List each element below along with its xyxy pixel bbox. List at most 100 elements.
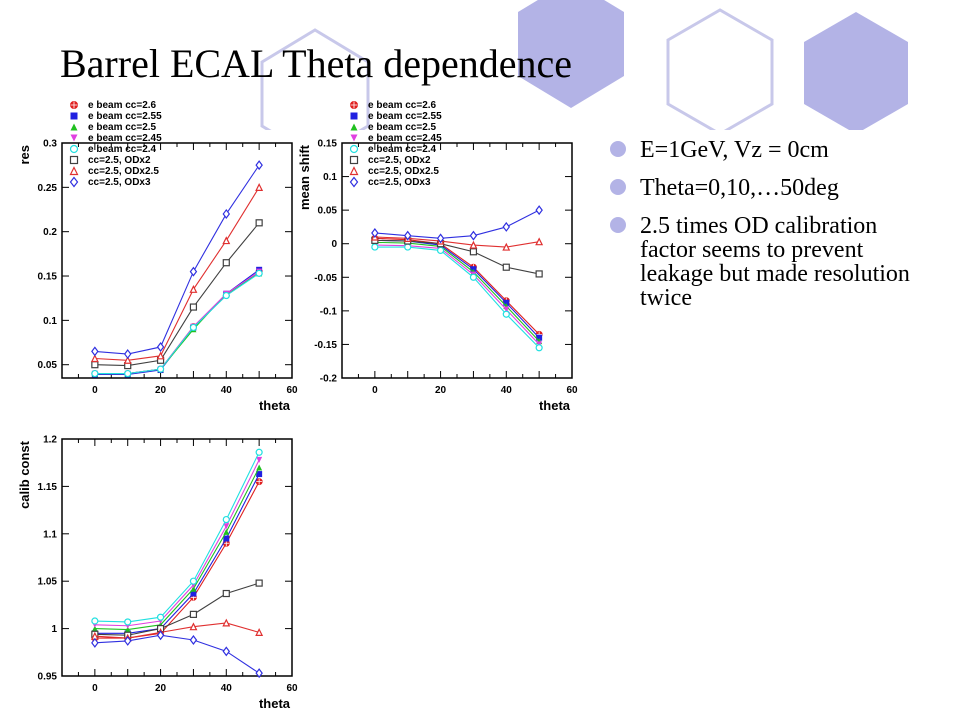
series [370,232,544,251]
y-tick-label: 0.1 [43,316,57,327]
legend-label: cc=2.5, ODx3 [368,177,431,188]
marker-circle-open [124,618,132,626]
marker-diamond-open [255,668,263,679]
marker-triangle-up [70,123,78,131]
marker-diamond-open [156,630,165,641]
x-tick-label: 60 [286,385,298,396]
series-line [374,239,540,275]
series [371,243,543,352]
hexagon-outline-2 [666,8,774,130]
y-tick-label: 0.25 [38,183,58,194]
series-line [374,244,540,345]
marker-diamond-open [91,637,99,648]
series [91,269,263,378]
y-tick-label: -0.2 [320,374,338,385]
marker-diamond-open [371,227,379,238]
y-tick-label: 1.15 [38,482,58,493]
marker-triangle-up-open [255,628,264,636]
marker-triangle-down [256,456,263,463]
marker-diamond-open [91,346,99,357]
marker-cross [350,101,358,109]
series-line [374,246,540,349]
series-line [94,272,260,375]
marker-diamond-open [349,176,359,188]
y-tick-label: 0 [331,239,337,250]
marker-circle-open [189,323,198,332]
marker-diamond-open [535,205,543,216]
marker-diamond-open [502,221,511,232]
marker-triangle-up-open [90,354,99,363]
marker-triangle-up [223,528,230,535]
series-line [374,209,540,239]
y-tick-label: 0.95 [38,672,58,683]
x-tick-label: 40 [221,683,233,694]
series [90,182,264,364]
x-axis-label: theta [539,398,571,413]
marker-triangle-up-open [469,240,478,249]
legend-label: e beam cc=2.5 [88,122,157,133]
y-axis-label: res [17,145,32,165]
series-line [374,237,540,335]
legend-label: e beam cc=2.55 [368,111,442,122]
bullet-text: Theta=0,10,…50deg [640,175,839,201]
y-tick-label: 0.3 [43,139,57,150]
series [371,205,543,244]
legend-label: cc=2.5, ODx2.5 [88,166,159,177]
bullet-item: Theta=0,10,…50deg [610,176,910,200]
marker-triangle-up [190,585,197,592]
bullet-item: E=1GeV, Vz = 0cm [610,138,910,162]
series-line [94,622,260,639]
legend-label: cc=2.5, ODx3 [88,177,151,188]
y-tick-label: -0.05 [314,273,337,284]
marker-square-open [222,259,230,267]
marker-diamond-open [123,349,132,360]
y-tick-label: 1.2 [43,435,57,446]
x-tick-label: 20 [155,385,167,396]
y-tick-label: 1 [51,624,57,635]
bullet-list: E=1GeV, Vz = 0cm Theta=0,10,…50deg 2.5 t… [610,138,910,324]
series-line [94,634,260,674]
marker-diamond-open [469,230,478,241]
marker-diamond-open [222,208,231,219]
series-line [94,452,260,623]
y-axis-label: calib const [17,440,32,509]
series [91,464,263,633]
legend-label: cc=2.5, ODx2 [368,155,431,166]
marker-diamond-open [403,230,412,241]
marker-square-open [349,155,359,165]
marker-triangle-up [350,123,358,131]
marker-square-open [502,263,510,271]
x-tick-label: 40 [501,385,513,396]
plot-frame [61,142,293,379]
y-tick-label: 1.05 [38,577,58,588]
marker-triangle-up-open [189,622,198,631]
series-line [94,459,260,627]
marker-square [70,112,78,120]
x-tick-label: 40 [221,385,233,396]
legend: e beam cc=2.6e beam cc=2.55e beam cc=2.5… [69,100,162,188]
mean-shift-chart: 0 20 40 60 -0.2 -0.15 -0.1 -0.05 0 0.05 0.1 0.15 the… [297,100,578,413]
res-chart: 0 20 40 60 0.05 0.1 0.15 0.2 0.25 0.3 theta res e be… [17,100,298,413]
marker-diamond-open [189,634,198,645]
legend-label: e beam cc=2.45 [88,133,162,144]
marker-square [256,471,263,478]
bullet-dot-icon [610,141,626,157]
marker-diamond-open [156,341,165,352]
decorative-hexagons [260,0,908,130]
x-tick-label: 0 [92,683,98,694]
series-line [94,187,260,361]
series-line [94,473,260,634]
bullet-item: 2.5 times OD calibration factor seems to… [610,214,910,310]
y-tick-label: 0.2 [43,227,57,238]
y-tick-label: 0.15 [318,139,338,150]
marker-circle-open [255,448,263,456]
series-line [94,467,260,631]
series-line [374,241,540,342]
bullet-dot-icon [610,217,626,233]
marker-square-open [255,579,263,587]
y-tick-label: 0.05 [318,206,338,217]
legend-label: e beam cc=2.6 [368,100,437,111]
x-tick-label: 20 [435,385,447,396]
x-axis-label: theta [259,398,291,413]
x-tick-label: 20 [155,683,167,694]
